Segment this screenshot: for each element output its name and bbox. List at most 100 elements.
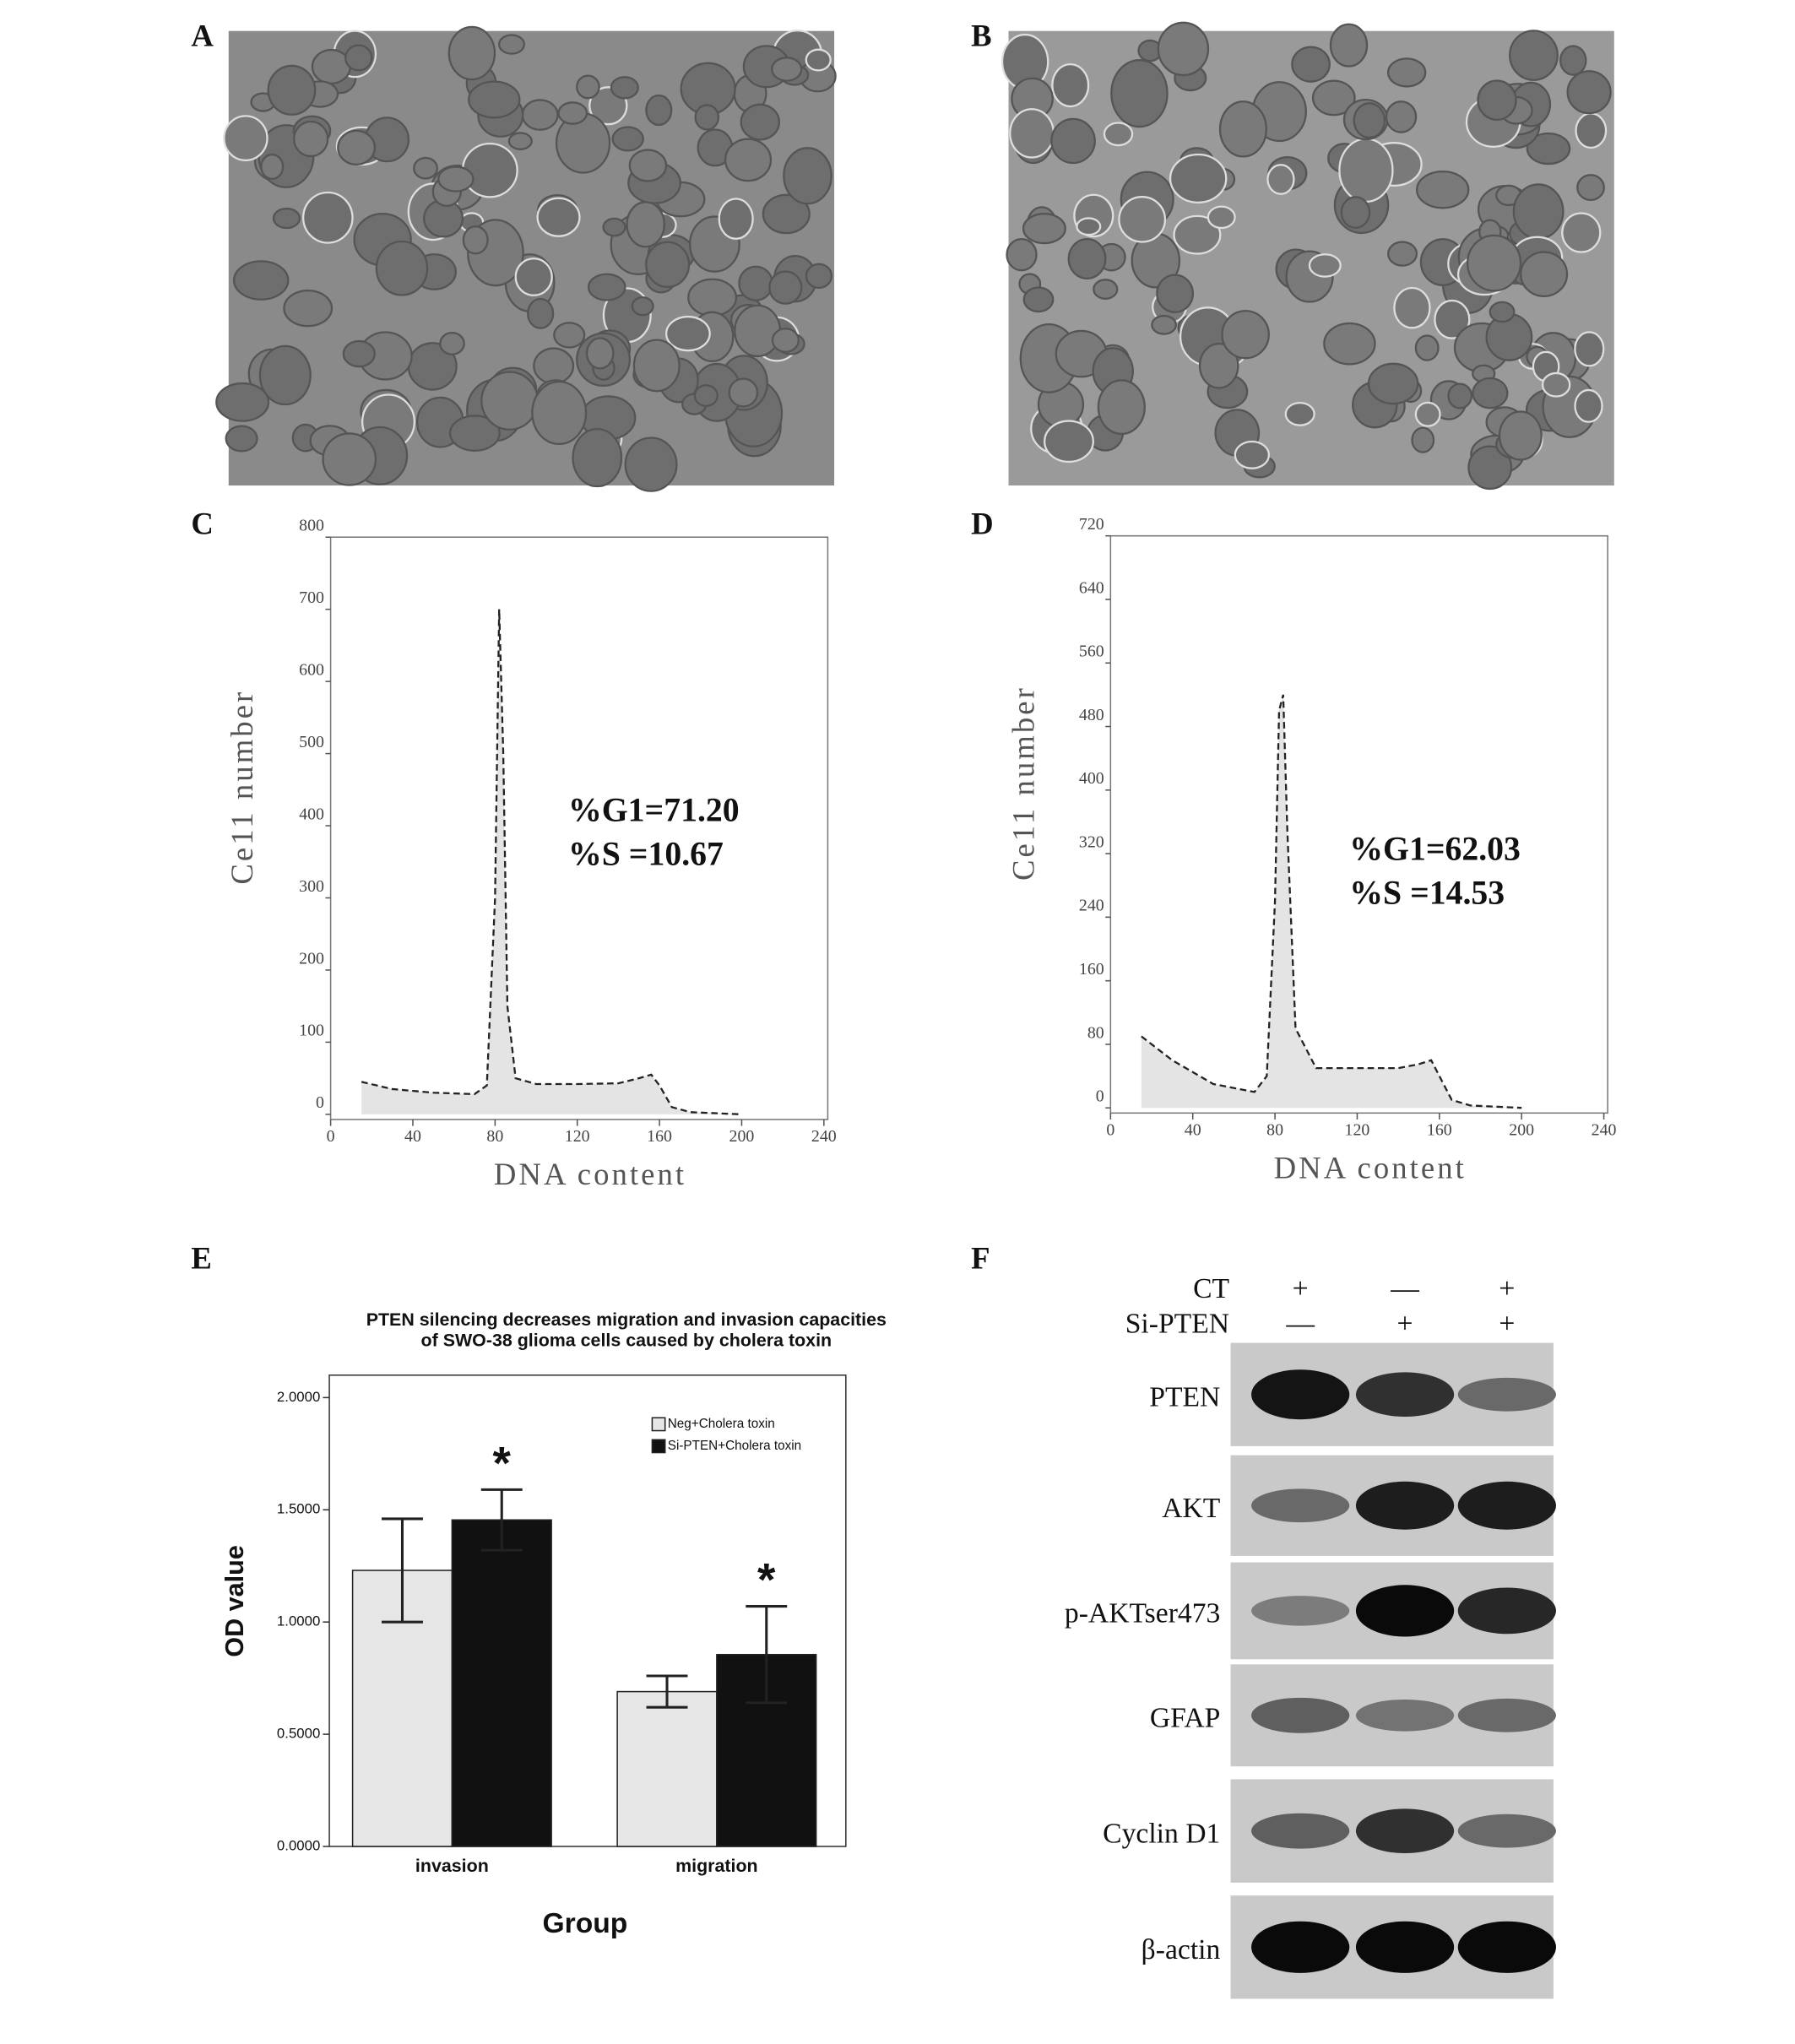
cell	[1353, 102, 1386, 139]
x-tick-label: 200	[729, 1127, 755, 1146]
cell	[531, 380, 588, 446]
y-tick-label: 320	[1079, 832, 1104, 851]
band	[1355, 1585, 1455, 1637]
cell	[1477, 79, 1517, 122]
cell	[447, 25, 496, 81]
cell	[1466, 234, 1522, 292]
band	[1457, 1481, 1556, 1530]
curve	[361, 609, 742, 1115]
annotation: %S =14.53	[1349, 875, 1505, 912]
band	[1457, 1698, 1556, 1732]
x-tick-label: 160	[647, 1127, 672, 1146]
cell	[768, 270, 803, 305]
x-tick-label: migration	[675, 1856, 758, 1876]
cell	[1340, 196, 1371, 229]
panel-label: D	[971, 506, 994, 540]
legend-label: Neg+Cholera toxin	[668, 1417, 775, 1431]
cell	[1575, 112, 1608, 149]
cell	[322, 432, 377, 486]
cell	[687, 278, 738, 317]
cell	[1566, 70, 1612, 115]
bar	[451, 1519, 552, 1847]
cell	[1541, 371, 1571, 398]
cell	[521, 99, 559, 131]
cell	[1291, 46, 1331, 83]
cell	[805, 263, 833, 290]
x-tick-label: 160	[1427, 1120, 1452, 1139]
panel-label: A	[191, 18, 214, 52]
cell	[1472, 377, 1509, 409]
x-axis-label: DNA content	[1274, 1151, 1467, 1185]
cell	[536, 197, 581, 237]
band	[1457, 1377, 1556, 1412]
cell	[1050, 117, 1096, 165]
cell	[1110, 59, 1169, 128]
cell	[1416, 170, 1470, 209]
y-axis-label: Ce11 number	[1006, 686, 1040, 881]
band	[1355, 1372, 1455, 1418]
cell	[507, 132, 533, 150]
cell	[1574, 388, 1603, 423]
protein-label: AKT	[1162, 1493, 1220, 1524]
x-tick-label: 80	[1266, 1120, 1283, 1139]
cell	[1447, 382, 1473, 409]
y-tick-label: 240	[1079, 897, 1104, 915]
cell	[413, 156, 438, 180]
cell	[1067, 237, 1107, 279]
cell	[1118, 196, 1167, 243]
band	[1251, 1488, 1350, 1523]
x-axis-label: Group	[542, 1908, 627, 1939]
band	[1251, 1369, 1350, 1420]
plot-frame	[329, 536, 829, 1120]
cell	[1323, 322, 1376, 366]
cell	[1520, 251, 1569, 298]
cell	[223, 115, 268, 162]
cell	[553, 322, 586, 349]
y-axis-label: OD value	[220, 1545, 249, 1657]
cell	[1022, 286, 1055, 313]
cell	[1414, 401, 1441, 427]
cell	[215, 382, 270, 422]
cell	[1284, 401, 1315, 426]
cell	[258, 344, 312, 406]
cell	[628, 149, 668, 182]
cell	[771, 328, 800, 353]
y-tick-label: 800	[299, 517, 324, 535]
band	[1457, 1814, 1556, 1848]
y-tick-label: 640	[1079, 578, 1104, 597]
band	[1355, 1808, 1455, 1853]
y-tick-label: 0	[1096, 1087, 1104, 1106]
annotation: %G1=62.03	[1349, 831, 1521, 868]
cell	[1308, 253, 1342, 278]
bar	[616, 1690, 718, 1847]
cell	[626, 201, 665, 248]
cell	[805, 48, 832, 72]
cell	[232, 260, 290, 301]
cell	[1234, 440, 1271, 469]
cell	[1574, 331, 1605, 367]
cell	[468, 80, 521, 119]
error-bar	[646, 1674, 688, 1709]
cell	[1512, 183, 1565, 240]
cell	[738, 265, 774, 301]
y-axis-label: Ce11 number	[225, 690, 259, 885]
cell	[1338, 138, 1394, 203]
cell	[1561, 212, 1602, 253]
y-tick-label: 480	[1079, 706, 1104, 724]
y-tick-label: 200	[299, 949, 324, 968]
cell	[1221, 310, 1270, 360]
cell	[1509, 30, 1559, 81]
cell	[645, 241, 691, 289]
chart-title: PTEN silencing decreases migration and i…	[366, 1309, 887, 1330]
area	[1141, 694, 1522, 1109]
cell	[1467, 445, 1513, 491]
y-tick-label: 80	[1087, 1023, 1104, 1042]
annotation: %G1=71.20	[568, 792, 740, 829]
error-bar	[480, 1488, 523, 1552]
cell	[344, 44, 373, 72]
cell	[497, 34, 525, 55]
cell	[1311, 79, 1356, 117]
cell	[1434, 299, 1471, 339]
cell	[1076, 217, 1102, 236]
